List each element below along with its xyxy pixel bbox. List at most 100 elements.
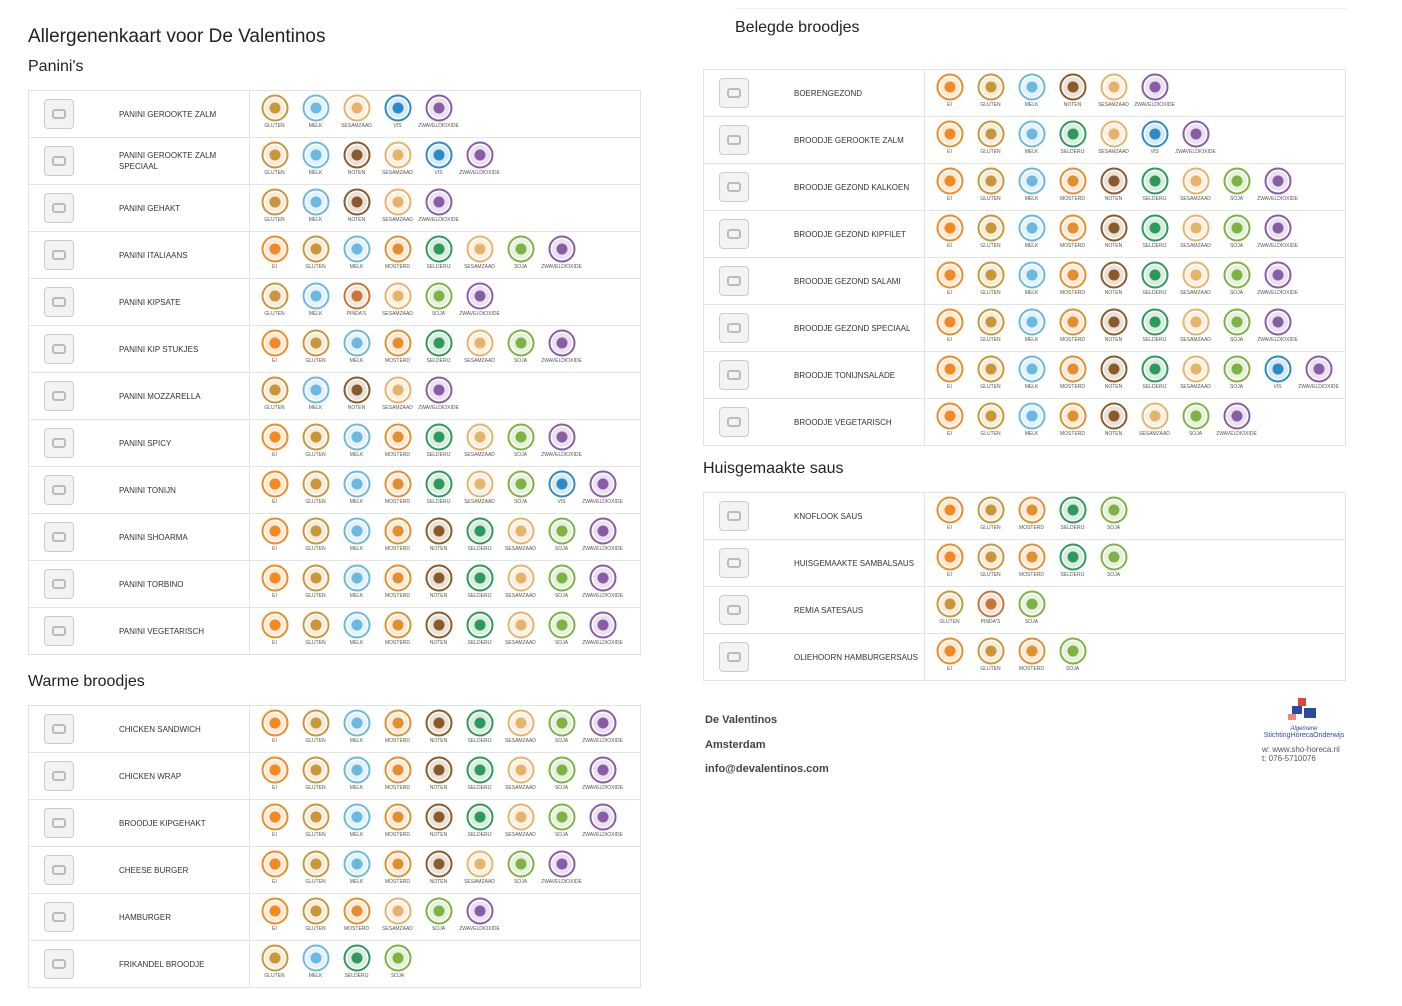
- allergen-label: VIS: [557, 499, 566, 505]
- allergen-icon: GLUTEN: [970, 214, 1011, 254]
- allergen-icon: NOTEN: [336, 141, 377, 181]
- right-column: Belegde broodjes BOERENGEZOND EI GLUTEN MEL…: [703, 19, 1346, 699]
- allergen-label: GLUTEN: [980, 572, 1001, 578]
- allergen-symbol: [466, 329, 493, 357]
- allergen-symbol: [1141, 73, 1168, 101]
- allergen-label: SOJA: [390, 973, 405, 979]
- allergen-label: NOTEN: [429, 738, 448, 744]
- allergen-icon: SESAMZAAD: [1175, 214, 1216, 254]
- allergen-icon: GLUTEN: [254, 376, 295, 416]
- allergen-symbol: [507, 517, 534, 545]
- allergen-symbol: [589, 756, 616, 784]
- allergen-icon: SOJA: [541, 803, 582, 843]
- allergen-cell: EI GLUTEN MELK MOSTERD NOTEN SELDERIJ SESAMZAA…: [250, 753, 640, 799]
- allergen-icon: MOSTERD: [1052, 167, 1093, 207]
- image-cell: [29, 847, 89, 893]
- allergen-symbol: [936, 73, 963, 101]
- item-name: PANINI GEHAKT: [89, 185, 250, 231]
- item-name: CHICKEN SANDWICH: [89, 706, 250, 752]
- image-cell: [704, 493, 764, 539]
- image-cell: [29, 232, 89, 278]
- allergen-symbol: [548, 850, 575, 878]
- allergen-icon: MELK: [1011, 402, 1052, 442]
- allergen-cell: EI GLUTEN MELK MOSTERD NOTEN SELDERIJ SESAMZAA…: [250, 561, 640, 607]
- allergen-icon: SELDERIJ: [1134, 261, 1175, 301]
- allergen-label: EI: [947, 290, 952, 296]
- allergen-symbol: [1141, 355, 1168, 383]
- allergen-cell: EI GLUTEN MELK MOSTERD NOTEN SELDERIJ SESAMZAA…: [925, 305, 1345, 351]
- image-cell: [29, 941, 89, 987]
- allergen-symbol: [261, 423, 288, 451]
- image-cell: [29, 561, 89, 607]
- camera-icon: [44, 99, 74, 129]
- allergen-icon: MELK: [336, 423, 377, 463]
- allergen-icon: ZWAVELDIOXIDE: [1257, 214, 1298, 254]
- allergen-label: SESAMZAAD: [505, 593, 536, 599]
- allergen-symbol: [1059, 496, 1086, 524]
- allergen-icon: GLUTEN: [295, 517, 336, 557]
- item-name: BROODJE GEZOND SALAMI: [764, 258, 925, 304]
- allergen-symbol: [343, 850, 370, 878]
- allergen-label: GLUTEN: [264, 123, 285, 129]
- image-cell: [704, 634, 764, 680]
- allergen-symbol: [425, 850, 452, 878]
- allergen-icon: GLUTEN: [970, 543, 1011, 583]
- allergen-icon: GLUTEN: [295, 423, 336, 463]
- allergen-label: ZWAVELDIOXIDE: [418, 123, 459, 129]
- allergen-icon: MELK: [295, 376, 336, 416]
- allergen-icon: PINDA'S: [970, 590, 1011, 630]
- allergen-icon: SOJA: [1093, 543, 1134, 583]
- camera-icon: [719, 595, 749, 625]
- allergen-symbol: [507, 756, 534, 784]
- allergen-symbol: [1100, 402, 1127, 430]
- allergen-label: ZWAVELDIOXIDE: [582, 640, 623, 646]
- allergen-icon: PINDA'S: [336, 282, 377, 322]
- allergen-icon: SOJA: [1052, 637, 1093, 677]
- allergen-symbol: [261, 709, 288, 737]
- allergen-label: MOSTERD: [385, 640, 410, 646]
- allergen-symbol: [1059, 261, 1086, 289]
- allergen-label: MOSTERD: [1060, 196, 1085, 202]
- item-name: PANINI GEROOKTE ZALM SPECIAAL: [89, 138, 250, 184]
- camera-glyph: [52, 959, 66, 969]
- allergen-symbol: [343, 709, 370, 737]
- allergen-label: SESAMZAAD: [505, 738, 536, 744]
- allergen-symbol: [1018, 73, 1045, 101]
- camera-icon: [44, 949, 74, 979]
- camera-glyph: [727, 652, 741, 662]
- allergen-icon: GLUTEN: [254, 188, 295, 228]
- allergen-icon: MELK: [1011, 214, 1052, 254]
- allergen-label: MOSTERD: [1060, 431, 1085, 437]
- allergen-symbol: [1264, 355, 1291, 383]
- allergen-icon: MELK: [336, 611, 377, 651]
- divider: [735, 8, 1347, 9]
- allergen-icon: SELDERIJ: [418, 235, 459, 275]
- allergen-symbol: [466, 470, 493, 498]
- table-row: HUISGEMAAKTE SAMBALSAUS EI GLUTEN MOSTERD SE…: [704, 539, 1345, 586]
- allergen-symbol: [302, 803, 329, 831]
- allergen-symbol: [1264, 167, 1291, 195]
- allergen-symbol: [384, 944, 411, 972]
- allergen-symbol: [466, 709, 493, 737]
- allergen-symbol: [343, 803, 370, 831]
- allergen-symbol: [936, 543, 963, 571]
- allergen-symbol: [302, 897, 329, 925]
- allergen-cell: EI GLUTEN MOSTERD SELDERIJ SOJA: [925, 493, 1345, 539]
- allergen-icon: EI: [929, 496, 970, 536]
- allergen-icon: SESAMZAAD: [1175, 355, 1216, 395]
- allergen-icon: VIS: [418, 141, 459, 181]
- camera-icon: [719, 219, 749, 249]
- image-cell: [29, 514, 89, 560]
- allergen-icon: GLUTEN: [970, 73, 1011, 113]
- allergen-icon: EI: [254, 850, 295, 890]
- camera-glyph: [52, 485, 66, 495]
- allergen-symbol: [384, 423, 411, 451]
- allergen-icon: SESAMZAAD: [459, 235, 500, 275]
- camera-glyph: [52, 579, 66, 589]
- allergen-icon: ZWAVELDIOXIDE: [459, 897, 500, 937]
- allergen-icon: MELK: [336, 709, 377, 749]
- camera-glyph: [52, 532, 66, 542]
- allergen-symbol: [977, 261, 1004, 289]
- allergen-symbol: [1141, 214, 1168, 242]
- allergen-cell: EI GLUTEN MELK MOSTERD SELDERIJ SESAMZAAD SOJA…: [250, 232, 640, 278]
